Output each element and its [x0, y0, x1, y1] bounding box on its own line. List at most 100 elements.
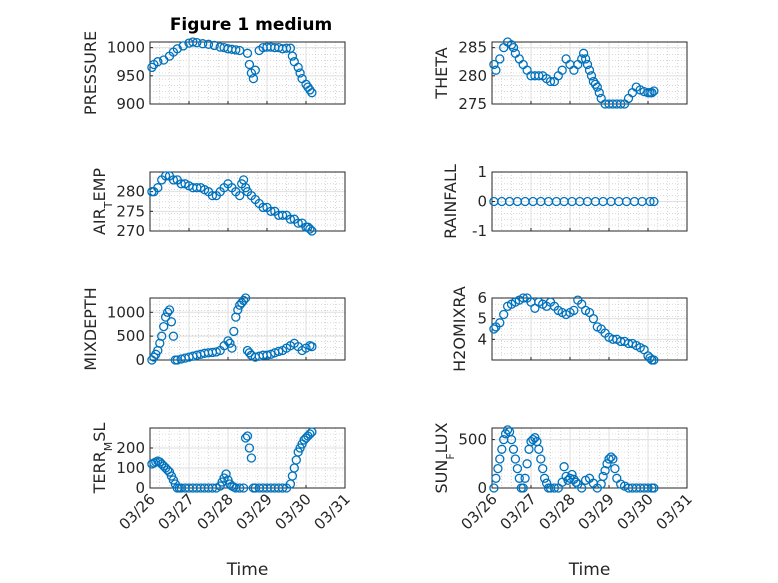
- data-point: [600, 465, 610, 476]
- data-point: [221, 469, 231, 479]
- data-point: [164, 305, 175, 315]
- data-point: [538, 463, 548, 474]
- y-tick-label: 6: [477, 289, 487, 307]
- data-point: [577, 483, 587, 493]
- data-point: [594, 88, 604, 98]
- data-point: [295, 68, 305, 78]
- data-point: [534, 444, 544, 454]
- data-point: [616, 99, 626, 109]
- data-point: [293, 218, 303, 228]
- data-point: [285, 214, 296, 224]
- y-tick-label: 0: [135, 479, 145, 497]
- data-point: [545, 76, 556, 87]
- y-tick-label: 1: [477, 163, 487, 181]
- y-tick-label: 0: [135, 351, 145, 369]
- data-point: [166, 317, 177, 327]
- data-point: [235, 483, 245, 493]
- y-tick-label: 0: [477, 193, 487, 211]
- data-point: [153, 183, 163, 193]
- data-point: [157, 331, 167, 341]
- data-point: [160, 312, 171, 322]
- y-axis-label: PRESSURE: [81, 31, 100, 115]
- y-tick-label: 1000: [107, 303, 145, 321]
- y-tick-label: 285: [458, 39, 487, 57]
- data-point: [518, 293, 528, 303]
- data-point: [569, 305, 579, 316]
- y-tick-label: 270: [116, 222, 145, 240]
- data-point: [567, 469, 577, 480]
- data-point: [495, 54, 505, 64]
- data-point: [582, 59, 593, 70]
- data-point: [238, 483, 249, 493]
- data-point: [172, 44, 182, 54]
- data-point: [233, 305, 243, 315]
- data-point: [203, 39, 214, 49]
- data-point: [178, 41, 188, 51]
- data-point: [235, 190, 245, 201]
- y-axis-label: H2OMIXRA: [450, 286, 469, 372]
- data-point: [536, 454, 546, 464]
- data-point: [645, 196, 655, 207]
- data-point: [584, 65, 595, 75]
- data-point: [223, 336, 233, 346]
- data-series: [147, 37, 317, 98]
- data-point: [307, 427, 317, 437]
- data-series: [489, 425, 659, 493]
- y-tick-label: 1000: [107, 39, 145, 57]
- data-point: [649, 355, 659, 365]
- data-point: [188, 37, 198, 47]
- data-point: [493, 463, 503, 474]
- data-point: [293, 62, 303, 73]
- data-point: [491, 473, 501, 483]
- subplot-theta: 275 280 285 THETA: [432, 37, 688, 113]
- data-point: [242, 431, 253, 441]
- axes-box: [491, 427, 688, 489]
- data-series: [489, 37, 659, 109]
- data-point: [277, 483, 288, 493]
- y-axis-label: RAINFALL: [441, 164, 460, 239]
- data-point: [577, 54, 587, 64]
- data-point: [307, 341, 317, 352]
- data-point: [502, 425, 513, 435]
- data-series: [147, 171, 317, 236]
- y-tick-label: 900: [116, 95, 145, 113]
- y-tick-label: 280: [116, 183, 145, 201]
- data-point: [549, 483, 560, 493]
- data-point: [305, 224, 315, 234]
- data-point: [244, 443, 255, 453]
- subplot-mixdepth: 0 500 1000 MIXDEPTH: [81, 287, 346, 371]
- axes-box: [149, 171, 346, 232]
- data-point: [242, 48, 253, 58]
- data-point: [649, 86, 659, 96]
- data-point: [160, 171, 171, 181]
- axes-box: [491, 41, 688, 105]
- y-tick-label: 5: [477, 310, 487, 328]
- data-point: [588, 314, 599, 324]
- data-point: [246, 453, 257, 463]
- y-tick-label: 275: [116, 202, 145, 220]
- y-tick-label: 280: [458, 67, 487, 85]
- data-point: [240, 293, 251, 303]
- subplot-pressure: 900 950 1000 PRESSURE: [81, 31, 346, 115]
- data-point: [510, 454, 521, 464]
- subplot-rainfall: -1 0 1 RAINFALL: [441, 163, 688, 240]
- data-point: [580, 54, 591, 64]
- data-point: [287, 51, 298, 61]
- data-point: [590, 79, 601, 89]
- data-point: [258, 202, 268, 213]
- data-point: [506, 40, 517, 50]
- data-series: [147, 293, 317, 365]
- data-point: [153, 57, 163, 67]
- data-point: [227, 343, 237, 353]
- data-series: [489, 293, 659, 365]
- data-point: [497, 444, 507, 454]
- y-tick-label: 500: [458, 431, 487, 449]
- data-point: [608, 454, 618, 464]
- y-axis-label: MIXDEPTH: [81, 287, 100, 370]
- data-point: [305, 429, 315, 439]
- subplot-h2omixra: 4 5 6 H2OMIXRA: [450, 286, 688, 372]
- y-tick-label: 200: [116, 439, 145, 457]
- data-point: [602, 459, 612, 469]
- data-point: [211, 347, 221, 357]
- y-tick-label: 0: [477, 479, 487, 497]
